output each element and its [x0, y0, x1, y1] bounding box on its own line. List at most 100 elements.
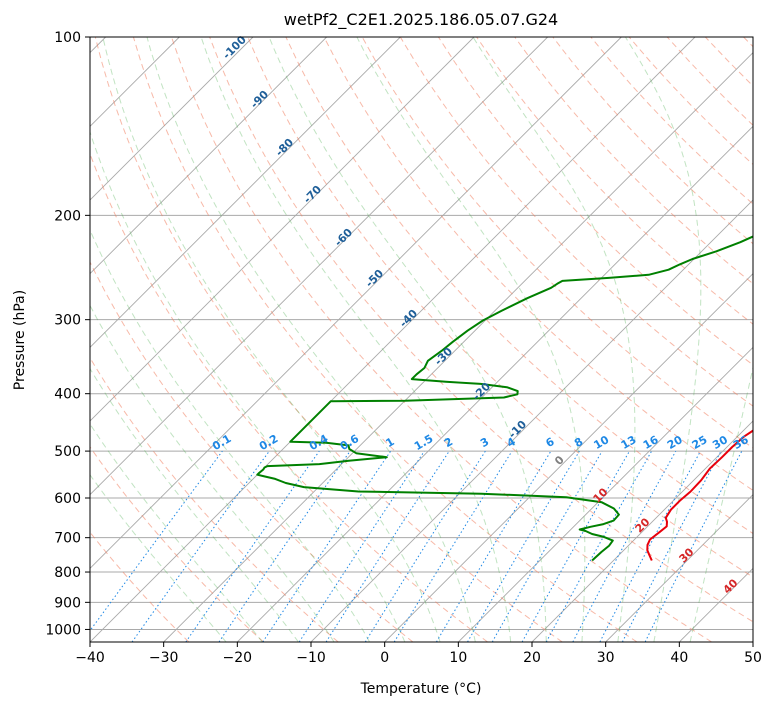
x-tick-label: 10 — [449, 650, 467, 666]
dry-adiabat-line — [514, 37, 753, 285]
y-tick-label: 200 — [54, 208, 81, 224]
isotherm-label: -50 — [363, 267, 386, 290]
mixing-ratio-line — [644, 450, 743, 642]
dry-adiabat-line — [743, 37, 753, 48]
isotherm-line — [752, 641, 753, 642]
dry-adiabat-line — [90, 531, 190, 642]
moist-adiabat-line — [90, 367, 299, 642]
isotherm-line — [90, 37, 401, 348]
profile-series — [256, 235, 753, 562]
mixing-ratio-label: 30 — [710, 433, 730, 452]
y-tick-label: 700 — [54, 531, 81, 547]
isotherm-line — [237, 125, 753, 642]
reference-red-label: 10 — [591, 485, 611, 505]
mixing-ratio-line — [572, 450, 677, 642]
mixing-ratio-label: 0.2 — [257, 432, 280, 453]
x-tick-label: 50 — [744, 650, 762, 666]
isotherm-line — [90, 37, 327, 275]
x-tick-label: −20 — [223, 650, 253, 666]
mixing-ratio-label: 20 — [665, 433, 685, 452]
isotherm-line — [384, 273, 753, 642]
isotherm-line — [605, 494, 753, 642]
y-tick-label: 300 — [54, 313, 81, 329]
moist-adiabat-line — [90, 473, 227, 642]
y-tick-label: 100 — [54, 30, 81, 46]
moist-adiabat-line — [200, 37, 512, 642]
mixing-ratio-line — [545, 450, 653, 642]
reference-red-label: 30 — [677, 545, 697, 565]
reference-red-label: 20 — [633, 515, 653, 535]
mixing-ratio-label: 0.4 — [307, 432, 331, 453]
mixing-ratio-line — [435, 450, 552, 642]
mixing-ratio-line — [218, 450, 351, 642]
reference-red-label: 40 — [721, 576, 741, 596]
y-axis-ticks: 100 200 300 400 500 600 700 800 900 1000 — [45, 30, 90, 638]
dry-adiabat-line — [90, 260, 414, 642]
isotherm-label: -30 — [432, 345, 455, 368]
isotherm-line — [163, 52, 753, 642]
isotherm-line — [679, 567, 753, 642]
isotherm-line — [90, 37, 548, 496]
series-line-1 — [256, 235, 753, 562]
dry-adiabat-line — [437, 37, 753, 366]
y-tick-label: 1000 — [45, 622, 81, 638]
mixing-ratio-line — [298, 450, 425, 642]
isotherm-label: -70 — [301, 183, 324, 206]
mixing-ratio-label: 10 — [591, 433, 611, 452]
moist-adiabat-line — [472, 37, 636, 642]
y-tick-label: 800 — [54, 565, 81, 581]
mixing-ratio-label: 8 — [572, 435, 585, 450]
x-tick-label: −40 — [75, 650, 105, 666]
isotherm-line — [458, 346, 753, 642]
dry-adiabat-line — [323, 37, 753, 491]
mixing-ratio-label: 25 — [690, 433, 710, 452]
isotherm-line — [310, 199, 753, 642]
dry-adiabat-line — [90, 152, 488, 642]
moist-adiabat-line — [268, 37, 547, 642]
y-tick-label: 900 — [54, 595, 81, 611]
mixing-ratio-line — [325, 450, 450, 642]
moist-adiabat-line — [102, 37, 441, 642]
isotherm-line — [90, 37, 475, 422]
mixing-ratio-line — [467, 450, 580, 642]
mixing-ratio-label: 2 — [442, 435, 455, 450]
moist-adiabat-line — [689, 365, 753, 642]
moist-adiabat-line — [146, 37, 476, 642]
mixing-ratio-line — [131, 450, 270, 642]
dry-adiabat-line — [171, 37, 712, 642]
mixing-ratio-line — [364, 450, 486, 642]
dry-adiabat-line — [704, 37, 753, 87]
y-tick-label: 600 — [54, 491, 81, 507]
dry-adiabat-line — [476, 37, 753, 325]
mixing-ratio-line — [262, 450, 392, 642]
moist-adiabat-line — [90, 228, 371, 642]
plot-frame — [89, 36, 754, 643]
isotherm-line — [531, 420, 753, 642]
moist-adiabat-line — [90, 304, 335, 642]
moist-adiabat-line — [624, 37, 702, 642]
isotherm-line — [90, 37, 696, 642]
isotherm-lines — [90, 37, 753, 642]
moist-adiabat-line — [90, 423, 263, 642]
mixing-ratio-label: 1.5 — [412, 432, 435, 453]
isotherm-line — [90, 37, 254, 201]
x-tick-label: 40 — [670, 650, 688, 666]
y-tick-label: 400 — [54, 387, 81, 403]
y-axis-label: Pressure (hPa) — [12, 290, 28, 390]
x-axis-ticks: −40 −30 −20 −10 0 10 20 30 40 50 — [75, 642, 762, 666]
pressure-grid — [90, 36, 753, 630]
mixing-ratio-label: 0.1 — [210, 432, 233, 453]
mixing-ratio-label: 16 — [641, 433, 661, 452]
y-tick-label: 500 — [54, 444, 81, 460]
dry-adiabat-line — [94, 37, 563, 642]
moist-adiabat-lines — [90, 37, 753, 642]
mixing-ratio-label: 36 — [731, 433, 751, 452]
isotherm-label: -40 — [397, 307, 420, 330]
reference-red-label: 0 — [552, 453, 567, 468]
mixing-ratio-line — [521, 450, 630, 642]
series-line-0 — [646, 429, 753, 561]
x-tick-label: 30 — [597, 650, 615, 666]
isotherm-label: -60 — [332, 226, 355, 249]
dry-adiabat-line — [132, 37, 638, 642]
